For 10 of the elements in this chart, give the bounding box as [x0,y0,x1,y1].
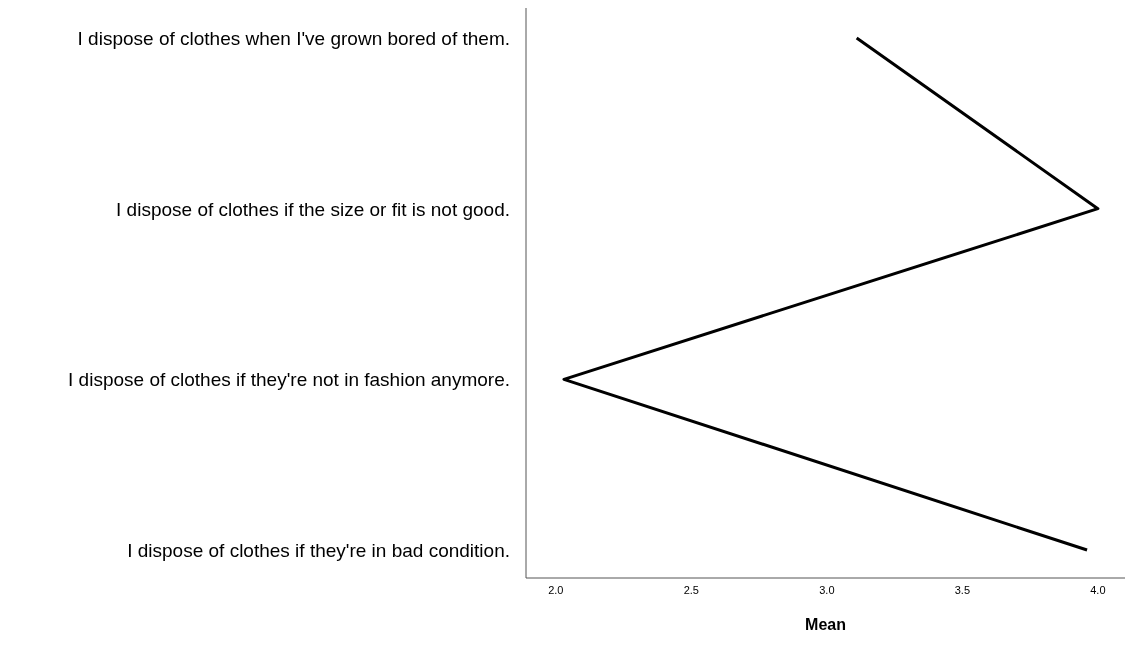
y-tick-label: I dispose of clothes if they're in bad condition. [127,539,510,561]
x-tick-label: 3.5 [954,583,971,596]
x-tick-label: 2.0 [548,583,564,596]
x-tick-label: 3.0 [819,583,835,596]
y-tick-label: I dispose of clothes if they're not in fashion anymore. [68,368,510,390]
x-axis-title: Mean [805,616,846,633]
x-tick-label: 2.5 [683,583,699,596]
y-tick-label: I dispose of clothes when I've grown bored of them. [77,27,510,49]
y-tick-label: I dispose of clothes if the size or fit is not good. [116,198,510,220]
x-tick-label: 4.0 [1090,583,1106,596]
